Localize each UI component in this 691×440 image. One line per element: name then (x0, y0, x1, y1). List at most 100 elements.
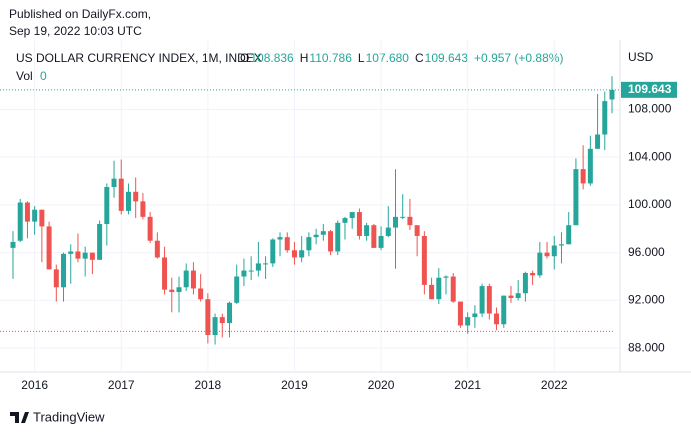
brand: TradingView (33, 409, 105, 424)
candle-body (97, 224, 103, 260)
candle-body (342, 218, 348, 223)
ohlc-value: 110.786 (309, 51, 352, 65)
candle-body (75, 251, 81, 259)
candle-body (421, 235, 427, 285)
candle-body (68, 251, 74, 254)
last-price-tag (621, 81, 677, 98)
candle-body (255, 263, 261, 271)
candle-body (82, 252, 88, 259)
candle-body (580, 169, 586, 184)
x-tick-label: 2022 (541, 378, 568, 392)
candle-body (133, 191, 139, 202)
ohlc-value: 109.643 (425, 51, 469, 65)
candle-body (24, 202, 30, 222)
ohlc-value: 107.680 (366, 51, 410, 65)
candle-body (17, 202, 23, 241)
candle-body (205, 299, 211, 336)
candle-body (587, 148, 593, 184)
y-tick-label: 96.000 (628, 245, 665, 259)
symbol: US DOLLAR CURRENCY INDEX, 1M, INDEX (16, 51, 262, 65)
published-line: Published on DailyFx.com, (9, 7, 151, 21)
candle-body (291, 250, 297, 258)
candle-body (573, 169, 579, 226)
candle-body (140, 201, 146, 217)
candle-body (227, 302, 233, 324)
ohlc-value: +0.957 (+0.88%) (474, 51, 563, 65)
candle-body (118, 178, 124, 211)
x-tick-label: 2020 (368, 378, 395, 392)
candle-body (479, 286, 485, 314)
candle-body (328, 231, 334, 252)
ohlc-legend: O 108.836 H 110.786 L 107.680 C 109.643 +0.957 (… (240, 51, 563, 65)
candle-body (284, 237, 290, 251)
y-tick-label: 100.000 (628, 197, 672, 211)
ohlc-value: 108.836 (250, 51, 294, 65)
candle-body (183, 270, 189, 288)
ohlc-label: O (240, 51, 249, 65)
candle-body (400, 216, 406, 218)
candle-body (371, 225, 377, 248)
candle-body (508, 295, 514, 299)
candle-body (407, 216, 413, 226)
candle-body (414, 225, 420, 236)
ohlc-label: C (415, 51, 424, 65)
candle-body (219, 317, 225, 324)
y-tick-label: 104.000 (628, 149, 672, 163)
candle-body (465, 317, 471, 326)
candle-body (356, 212, 362, 236)
candle-body (169, 289, 175, 293)
logo: TradingView (10, 409, 105, 424)
ohlc-label: L (358, 51, 365, 65)
candle-body (104, 187, 110, 225)
candle-body (39, 209, 45, 227)
x-tick-label: 2016 (21, 378, 48, 392)
candle-body (429, 284, 435, 300)
currency: USD (628, 50, 654, 64)
candle-body (364, 225, 370, 236)
candle-body (198, 288, 204, 300)
candle-body (212, 317, 218, 336)
candle-body (515, 293, 521, 299)
y-tick-label: 88.000 (628, 340, 665, 354)
candle-body (530, 272, 536, 276)
candle-body (277, 237, 283, 240)
x-tick-label: 2018 (195, 378, 222, 392)
vol-label: Vol (16, 69, 33, 83)
candle-body (609, 89, 615, 100)
candle-body (263, 263, 269, 265)
candle-body (544, 252, 550, 257)
candle-body (176, 287, 182, 293)
candle-body (450, 276, 456, 302)
candle-body (522, 272, 528, 294)
candle-body (241, 270, 247, 277)
candle-body (306, 237, 312, 251)
vol-value: 0 (40, 69, 47, 83)
candle-body (46, 226, 52, 270)
candle-body (501, 295, 507, 325)
candle-body (89, 252, 95, 260)
candle-body (154, 240, 160, 258)
candle-body (190, 270, 196, 289)
candle-body (457, 301, 463, 326)
candle-body (378, 235, 384, 248)
candle-body (320, 231, 326, 235)
candle-body (602, 101, 608, 135)
x-tick-label: 2019 (281, 378, 308, 392)
candle-body (162, 257, 168, 290)
candle-body (494, 313, 500, 325)
candle-body (10, 241, 16, 248)
candle-body (385, 227, 391, 236)
x-tick-label: 2021 (454, 378, 481, 392)
candle-body (32, 209, 38, 222)
candle-body (443, 276, 449, 278)
ohlc-label: H (300, 51, 309, 65)
candle-body (248, 270, 254, 272)
candle-body (472, 313, 478, 318)
candle-body (392, 216, 398, 228)
candle-body (335, 222, 341, 252)
candle-body (270, 239, 276, 264)
candle-body (558, 244, 564, 246)
candle-body (486, 286, 492, 314)
